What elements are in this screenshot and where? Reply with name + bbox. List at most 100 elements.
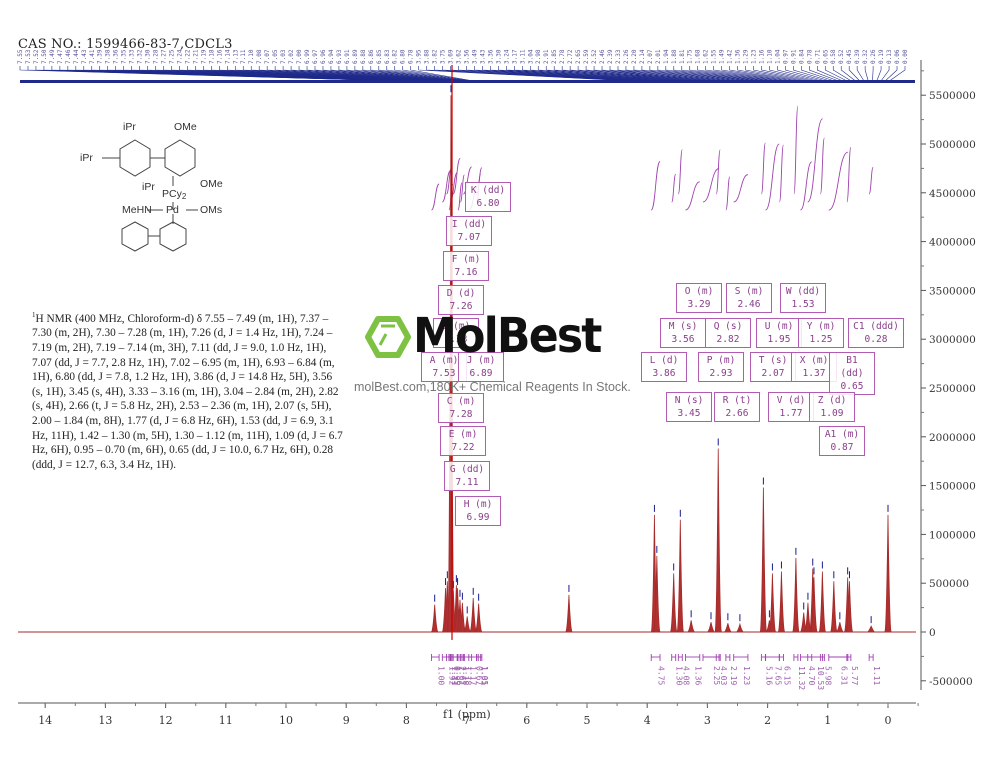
multiplet-label-h: H (m) 6.99	[455, 496, 501, 526]
svg-text:2.26: 2.26	[623, 49, 630, 64]
spectrum-peak	[475, 603, 483, 633]
svg-text:7.52: 7.52	[33, 49, 40, 64]
svg-text:1.42: 1.42	[727, 49, 734, 64]
integral-value: 1.31	[480, 666, 489, 685]
multiplet-id: K (dd)	[470, 185, 506, 196]
spectrum-peak	[714, 448, 722, 633]
multiplet-id: E (m)	[448, 429, 478, 440]
svg-text:6.93: 6.93	[336, 49, 343, 64]
multiplet-label-a1: A1 (m) 0.87	[819, 426, 865, 456]
multiplet-shift: 7.33	[444, 334, 468, 345]
watermark-brand: MolBest	[413, 308, 602, 364]
svg-text:2.14: 2.14	[639, 49, 646, 64]
svg-text:1.55: 1.55	[711, 49, 718, 64]
svg-text:3.36: 3.36	[487, 49, 494, 64]
spectrum-peak	[463, 616, 471, 633]
multiplet-label-w: W (dd) 1.53	[780, 283, 826, 313]
integral-value: 1.11	[872, 666, 881, 685]
svg-text:7.24: 7.24	[176, 49, 183, 64]
multiplet-label-u: U (m) 1.95	[756, 318, 802, 348]
integral-value: 4.70	[807, 666, 816, 685]
integration-bars: 1.00 1.921.110.951.562.611.181.181.170.67…	[431, 654, 881, 690]
spectrum-peak	[792, 557, 800, 633]
svg-text:0.84: 0.84	[798, 49, 805, 64]
multiplet-label-l: L (d) 3.86	[641, 352, 687, 382]
svg-text:2.85: 2.85	[551, 49, 558, 64]
integral-value: 4.03	[719, 666, 728, 685]
multiplet-label-c1: C1 (ddd) 0.28	[848, 318, 904, 348]
multiplet-shift: 0.65	[840, 381, 864, 392]
svg-text:0.45: 0.45	[846, 49, 853, 64]
y-tick-label: 0	[929, 627, 936, 639]
multiplet-shift: 3.29	[687, 299, 711, 310]
svg-text:6.85: 6.85	[376, 49, 383, 64]
integral-value: 5.77	[850, 666, 859, 685]
multiplet-shift: 3.86	[652, 368, 676, 379]
spectrum-peak	[867, 625, 875, 633]
multiplet-shift: 2.46	[737, 299, 761, 310]
spectrum-peak	[818, 571, 826, 633]
integral-value: 1.18	[461, 666, 470, 685]
svg-text:3.11: 3.11	[519, 49, 526, 64]
integral-value: 0.95	[452, 666, 461, 685]
oms-label: OMs	[200, 204, 222, 216]
svg-text:0.13: 0.13	[886, 49, 893, 64]
svg-text:7.21: 7.21	[192, 49, 199, 64]
svg-text:0.71: 0.71	[814, 49, 821, 64]
multiplet-label-m: M (s) 3.56	[660, 318, 706, 348]
svg-text:7.28: 7.28	[153, 49, 160, 64]
multiplet-id: F (m)	[451, 254, 481, 265]
integral-value: 5.98	[823, 666, 832, 685]
svg-text:0.52: 0.52	[838, 49, 845, 64]
multiplet-label-y: Y (m) 1.25	[798, 318, 844, 348]
svg-text:1.04: 1.04	[774, 49, 781, 64]
svg-text:3.62: 3.62	[456, 49, 463, 64]
y-tick-label: 5000000	[929, 139, 976, 151]
y-tick-label: 1500000	[929, 481, 976, 493]
svg-text:7.49: 7.49	[49, 49, 56, 64]
multiplet-label-r: R (t) 2.66	[714, 392, 760, 422]
multiplet-shift: 2.07	[761, 368, 785, 379]
svg-text:6.83: 6.83	[384, 49, 391, 64]
multiplet-id: S (m)	[734, 286, 764, 297]
svg-text:7.27: 7.27	[161, 49, 168, 64]
integral-value: 1.92	[447, 666, 456, 685]
svg-text:7.16: 7.16	[216, 49, 223, 64]
spectrum-peak	[565, 594, 573, 633]
svg-text:2.52: 2.52	[591, 49, 598, 64]
multiplet-shift: 1.09	[820, 408, 844, 419]
svg-text:2.65: 2.65	[575, 49, 582, 64]
svg-text:7.46: 7.46	[65, 49, 72, 64]
integral-value: 1.36	[694, 666, 703, 685]
multiplet-id: M (s)	[668, 321, 698, 332]
svg-text:7.18: 7.18	[208, 49, 215, 64]
svg-text:0.26: 0.26	[870, 49, 877, 64]
x-tick-label: 5	[584, 714, 591, 727]
svg-text:2.91: 2.91	[543, 49, 550, 64]
x-tick-label: 6	[523, 714, 530, 727]
svg-text:3.17: 3.17	[511, 49, 518, 64]
svg-text:7.07: 7.07	[264, 49, 271, 64]
svg-text:1.62: 1.62	[703, 49, 710, 64]
svg-text:7.36: 7.36	[113, 49, 120, 64]
integral-value: 2.25	[712, 666, 721, 685]
spectrum-peak	[777, 571, 786, 633]
integral-value: 4.08	[681, 666, 690, 685]
integral-value: 1.18	[463, 666, 472, 685]
multiplet-id: I (dd)	[451, 219, 487, 230]
svg-text:1.23: 1.23	[751, 49, 758, 64]
svg-text:6.96: 6.96	[320, 49, 327, 64]
multiplet-label-v: V (d) 1.77	[768, 392, 814, 422]
svg-text:3.56: 3.56	[463, 49, 470, 64]
multiplet-label-d: D (d) 7.26	[438, 285, 484, 315]
nmr-isotope-superscript: 1	[32, 311, 36, 319]
svg-text:7.19: 7.19	[200, 49, 207, 64]
pd-label: Pd	[166, 204, 179, 216]
multiplet-label-f: F (m) 7.16	[443, 251, 489, 281]
svg-text:0.65: 0.65	[822, 49, 829, 64]
svg-text:0.39: 0.39	[854, 49, 861, 64]
multiplet-id: B (m)	[441, 321, 471, 332]
spectrum-peak	[830, 581, 838, 633]
molbest-logo-icon	[365, 316, 411, 358]
svg-text:7.41: 7.41	[89, 49, 96, 64]
